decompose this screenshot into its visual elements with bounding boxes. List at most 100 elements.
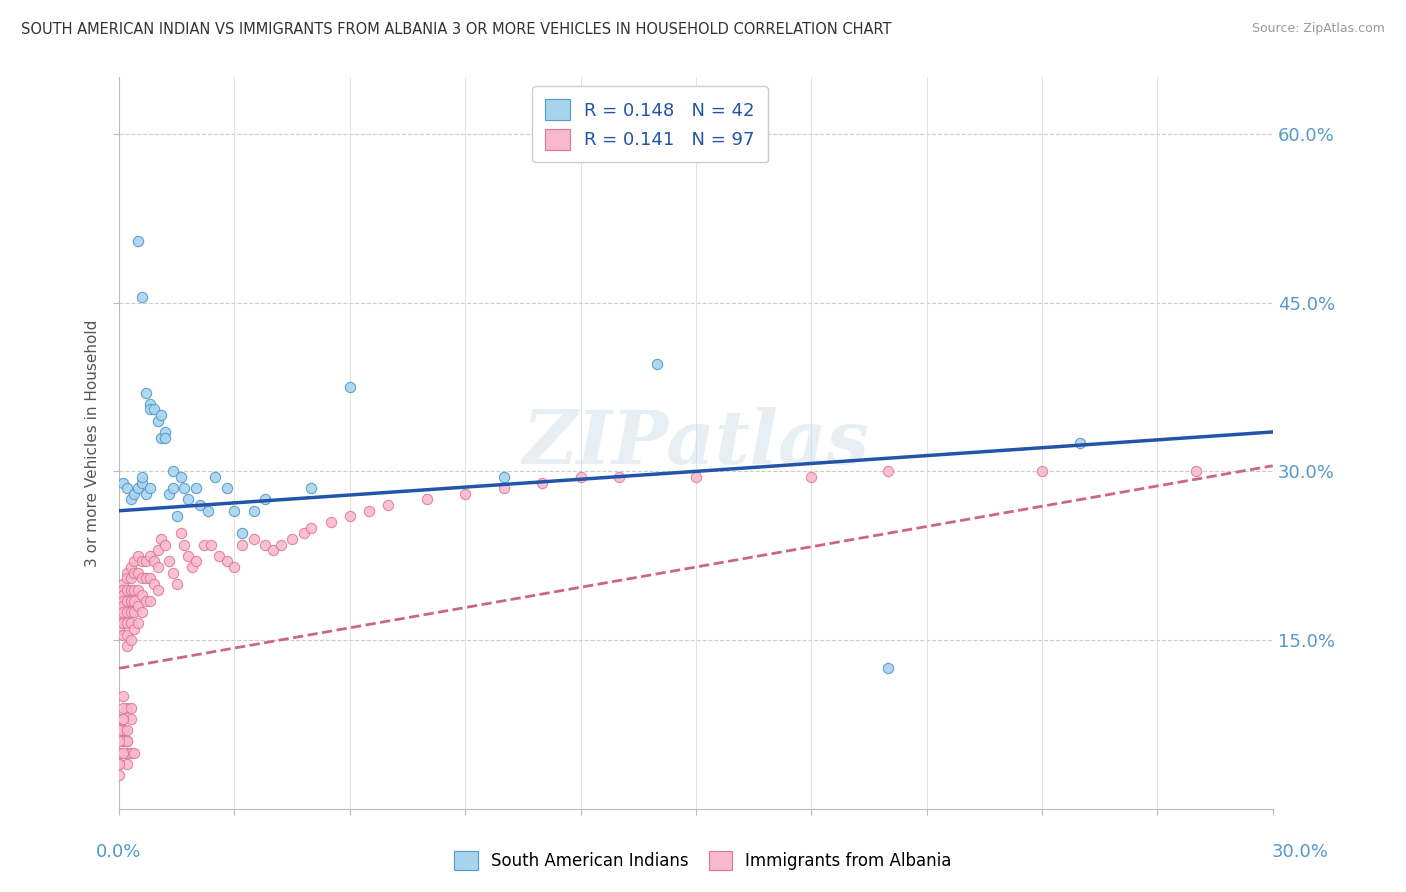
Point — [647, 358, 669, 372]
Point — [111, 599, 134, 614]
Point — [1031, 464, 1053, 478]
Point — [150, 431, 173, 445]
Point — [139, 402, 162, 417]
Legend: R = 0.148   N = 42, R = 0.141   N = 97: R = 0.148 N = 42, R = 0.141 N = 97 — [531, 87, 768, 162]
Point — [146, 582, 169, 597]
Point — [224, 504, 246, 518]
Point — [108, 610, 131, 624]
Point — [124, 487, 146, 501]
Point — [131, 588, 153, 602]
Point — [108, 599, 131, 614]
Point — [111, 690, 134, 704]
Point — [127, 566, 149, 580]
Point — [281, 532, 304, 546]
Point — [415, 492, 437, 507]
Point — [215, 554, 238, 568]
Point — [146, 560, 169, 574]
Point — [131, 475, 153, 490]
Point — [120, 700, 142, 714]
Point — [111, 605, 134, 619]
Point — [120, 616, 142, 631]
Point — [120, 582, 142, 597]
Point — [162, 566, 184, 580]
Point — [157, 554, 180, 568]
Point — [115, 700, 138, 714]
Point — [120, 746, 142, 760]
Point — [131, 571, 153, 585]
Point — [120, 605, 142, 619]
Point — [115, 639, 138, 653]
Point — [146, 543, 169, 558]
Point — [142, 402, 165, 417]
Point — [124, 594, 146, 608]
Point — [115, 571, 138, 585]
Point — [319, 515, 342, 529]
Point — [111, 746, 134, 760]
Point — [111, 582, 134, 597]
Point — [108, 622, 131, 636]
Point — [120, 492, 142, 507]
Point — [492, 481, 515, 495]
Point — [254, 537, 277, 551]
Point — [200, 537, 222, 551]
Point — [231, 526, 253, 541]
Point — [254, 492, 277, 507]
Point — [169, 526, 191, 541]
Point — [135, 487, 157, 501]
Text: SOUTH AMERICAN INDIAN VS IMMIGRANTS FROM ALBANIA 3 OR MORE VEHICLES IN HOUSEHOLD: SOUTH AMERICAN INDIAN VS IMMIGRANTS FROM… — [21, 22, 891, 37]
Point — [377, 498, 399, 512]
Point — [299, 481, 322, 495]
Point — [181, 560, 204, 574]
Point — [108, 582, 131, 597]
Point — [150, 408, 173, 422]
Point — [153, 431, 176, 445]
Point — [569, 470, 592, 484]
Point — [169, 470, 191, 484]
Point — [607, 470, 630, 484]
Point — [108, 746, 131, 760]
Point — [1185, 464, 1208, 478]
Point — [111, 712, 134, 726]
Point — [242, 504, 264, 518]
Point — [193, 537, 215, 551]
Point — [162, 481, 184, 495]
Point — [150, 532, 173, 546]
Text: 0.0%: 0.0% — [96, 843, 141, 861]
Point — [166, 509, 188, 524]
Point — [127, 599, 149, 614]
Point — [153, 537, 176, 551]
Point — [157, 487, 180, 501]
Point — [108, 616, 131, 631]
Point — [139, 481, 162, 495]
Point — [173, 537, 195, 551]
Point — [111, 627, 134, 641]
Point — [124, 622, 146, 636]
Point — [108, 734, 131, 748]
Point — [188, 498, 211, 512]
Point — [127, 616, 149, 631]
Point — [162, 464, 184, 478]
Point — [111, 475, 134, 490]
Point — [135, 385, 157, 400]
Point — [139, 571, 162, 585]
Point — [135, 554, 157, 568]
Point — [135, 571, 157, 585]
Point — [108, 768, 131, 782]
Point — [877, 661, 900, 675]
Legend: South American Indians, Immigrants from Albania: South American Indians, Immigrants from … — [447, 844, 959, 877]
Point — [108, 723, 131, 738]
Point — [197, 504, 219, 518]
Point — [231, 537, 253, 551]
Point — [124, 605, 146, 619]
Point — [173, 481, 195, 495]
Point — [492, 470, 515, 484]
Point — [177, 549, 200, 563]
Point — [177, 492, 200, 507]
Point — [454, 487, 477, 501]
Point — [800, 470, 823, 484]
Point — [131, 605, 153, 619]
Point — [115, 756, 138, 771]
Point — [115, 616, 138, 631]
Point — [108, 594, 131, 608]
Point — [299, 521, 322, 535]
